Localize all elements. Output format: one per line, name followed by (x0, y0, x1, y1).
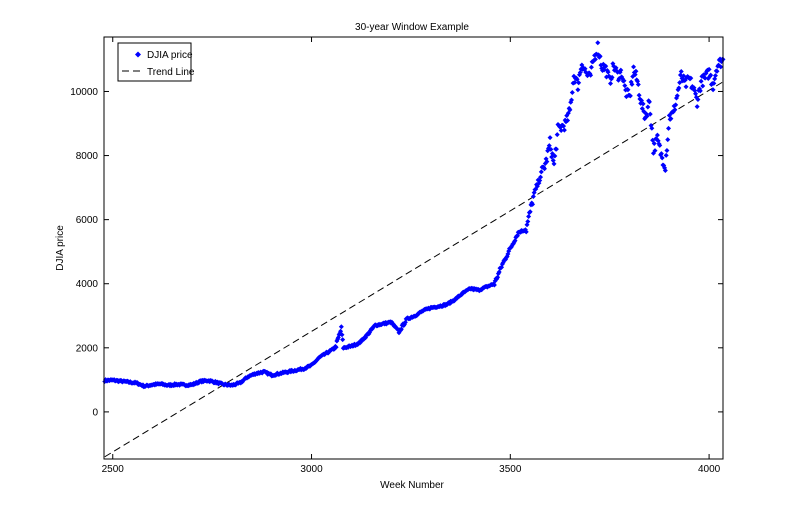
x-tick-label: 3000 (300, 464, 323, 475)
plot-frame (103, 36, 724, 460)
y-tick-label: 2000 (76, 343, 99, 354)
legend-label-trend: Trend Line (147, 67, 195, 78)
x-tick-label: 4000 (698, 464, 721, 475)
y-tick-label: 0 (92, 407, 98, 418)
y-axis-ticks: 0 2000 4000 6000 8000 10000 (70, 87, 723, 418)
plot-area (102, 36, 726, 460)
x-axis-label: Week Number (380, 480, 444, 491)
x-tick-label: 2500 (102, 464, 125, 475)
x-axis-ticks: 2500 3000 3500 4000 (102, 37, 721, 475)
legend: DJIA price Trend Line (117, 42, 195, 82)
djia-price-points (102, 40, 726, 390)
y-tick-label: 6000 (76, 215, 99, 226)
y-tick-label: 10000 (70, 87, 98, 98)
y-tick-label: 4000 (76, 279, 99, 290)
y-tick-label: 8000 (76, 151, 99, 162)
legend-box (117, 42, 192, 82)
diamond-marker-icon (135, 51, 141, 58)
legend-label-djia: DJIA price (147, 50, 193, 61)
chart-title: 30-year Window Example (355, 22, 469, 33)
y-axis-label: DJIA price (55, 225, 66, 271)
x-tick-label: 3500 (499, 464, 522, 475)
